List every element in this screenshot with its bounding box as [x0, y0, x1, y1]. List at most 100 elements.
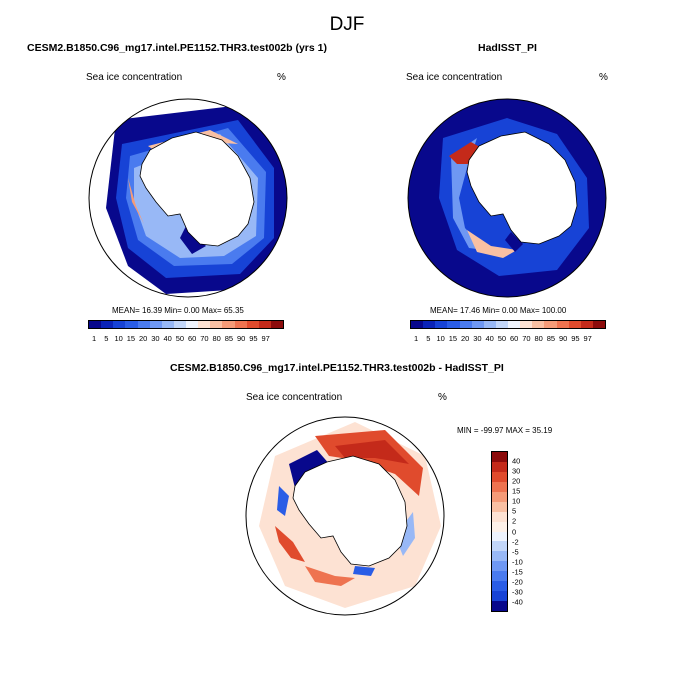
colorbar-tick-label: -5	[512, 547, 519, 557]
colorbar-tick-label: -20	[512, 577, 523, 587]
colorbar-swatch	[198, 321, 211, 328]
model-panel-title: CESM2.B1850.C96_mg17.intel.PE1152.THR3.t…	[27, 42, 327, 54]
obs-units-label: %	[599, 72, 608, 83]
colorbar-swatch	[568, 321, 581, 328]
obs-colorbar	[410, 320, 606, 329]
diff-panel-title: CESM2.B1850.C96_mg17.intel.PE1152.THR3.t…	[170, 362, 504, 374]
colorbar-swatch	[471, 321, 484, 328]
model-stats: MEAN= 16.39 Min= 0.00 Max= 65.35	[112, 306, 244, 315]
obs-colorbar-labels: 1 5 10 15 20 30 40 50 60 70 80 85 90 95 97	[410, 334, 612, 343]
model-colorbar	[88, 320, 284, 329]
colorbar-swatch	[113, 321, 126, 328]
colorbar-tick-label: 20	[460, 334, 470, 343]
colorbar-tick-label: 90	[236, 334, 246, 343]
colorbar-tick-label: 30	[512, 466, 521, 476]
model-field-label: Sea ice concentration	[86, 72, 183, 83]
colorbar-swatch	[492, 501, 507, 512]
colorbar-tick-label: 50	[497, 334, 507, 343]
colorbar-tick-label: 70	[200, 334, 209, 343]
colorbar-swatch	[492, 601, 507, 611]
obs-map	[407, 98, 607, 298]
colorbar-tick-label: 15	[126, 334, 136, 343]
colorbar-swatch	[459, 321, 472, 328]
colorbar-swatch	[492, 511, 507, 522]
colorbar-tick-label: 70	[522, 334, 531, 343]
colorbar-tick-label: 85	[546, 334, 556, 343]
colorbar-swatch	[492, 481, 507, 492]
colorbar-swatch	[492, 591, 507, 602]
colorbar-tick-label: -2	[512, 537, 519, 547]
colorbar-swatch	[89, 321, 102, 328]
colorbar-swatch	[492, 521, 507, 532]
diff-stats: MIN = -99.97 MAX = 35.19	[457, 426, 553, 435]
model-units-label: %	[277, 72, 286, 83]
colorbar-swatch	[270, 321, 283, 328]
colorbar-swatch	[508, 321, 521, 328]
colorbar-tick-label: 30	[473, 334, 482, 343]
colorbar-swatch	[423, 321, 436, 328]
model-map	[88, 98, 288, 298]
colorbar-tick-label: 85	[224, 334, 234, 343]
colorbar-swatch	[161, 321, 174, 328]
colorbar-tick-label: 40	[512, 456, 521, 466]
colorbar-tick-label: 1	[92, 334, 97, 343]
colorbar-swatch	[149, 321, 162, 328]
obs-panel-title: HadISST_PI	[478, 42, 537, 54]
colorbar-tick-label: 5	[512, 506, 517, 516]
colorbar-tick-label: 20	[138, 334, 148, 343]
colorbar-swatch	[492, 531, 507, 542]
model-colorbar-labels: 1 5 10 15 20 30 40 50 60 70 80 85 90 95 97	[88, 334, 290, 343]
colorbar-tick-label: 2	[512, 516, 517, 526]
colorbar-tick-label: 95	[571, 334, 580, 343]
page-title: DJF	[329, 14, 365, 35]
colorbar-swatch	[137, 321, 150, 328]
diff-map	[245, 416, 445, 616]
colorbar-swatch	[580, 321, 593, 328]
colorbar-tick-label: 50	[175, 334, 185, 343]
colorbar-tick-label: 10	[512, 496, 521, 506]
colorbar-swatch	[210, 321, 223, 328]
colorbar-tick-label: 80	[534, 334, 543, 343]
obs-stats: MEAN= 17.46 Min= 0.00 Max= 100.00	[430, 306, 567, 315]
colorbar-tick-label: 40	[163, 334, 172, 343]
colorbar-swatch	[186, 321, 199, 328]
colorbar-tick-label: 15	[512, 486, 521, 496]
colorbar-tick-label: 20	[512, 476, 521, 486]
colorbar-tick-label: 40	[485, 334, 494, 343]
colorbar-swatch	[556, 321, 569, 328]
colorbar-swatch	[492, 471, 507, 482]
colorbar-tick-label: 10	[436, 334, 445, 343]
colorbar-tick-label: 97	[261, 334, 270, 343]
colorbar-swatch	[101, 321, 114, 328]
colorbar-tick-label: 90	[558, 334, 568, 343]
colorbar-swatch	[447, 321, 460, 328]
colorbar-tick-label: 1	[414, 334, 419, 343]
diff-colorbar-labels: 40 30 20 15 10 5 2 0 -2 -5 -10 -15 -20 -30 -40	[512, 451, 552, 612]
colorbar-swatch	[492, 452, 507, 462]
colorbar-swatch	[592, 321, 605, 328]
colorbar-tick-label: 0	[512, 527, 517, 536]
colorbar-swatch	[492, 541, 507, 552]
colorbar-tick-label: 97	[583, 334, 592, 343]
colorbar-tick-label: 10	[114, 334, 123, 343]
colorbar-swatch	[411, 321, 424, 328]
diff-units-label: %	[438, 392, 447, 403]
colorbar-swatch	[492, 491, 507, 502]
colorbar-swatch	[483, 321, 496, 328]
colorbar-tick-label: 80	[212, 334, 221, 343]
colorbar-swatch	[435, 321, 448, 328]
colorbar-swatch	[492, 581, 507, 592]
diff-colorbar	[491, 451, 508, 612]
colorbar-swatch	[258, 321, 271, 328]
colorbar-tick-label: 60	[187, 334, 197, 343]
colorbar-swatch	[544, 321, 557, 328]
colorbar-swatch	[492, 571, 507, 582]
colorbar-swatch	[492, 461, 507, 472]
colorbar-tick-label: 95	[249, 334, 258, 343]
colorbar-swatch	[125, 321, 138, 328]
colorbar-swatch	[234, 321, 247, 328]
colorbar-swatch	[492, 551, 507, 562]
colorbar-swatch	[520, 321, 533, 328]
colorbar-tick-label: -15	[512, 567, 523, 577]
colorbar-tick-label: -10	[512, 557, 523, 567]
